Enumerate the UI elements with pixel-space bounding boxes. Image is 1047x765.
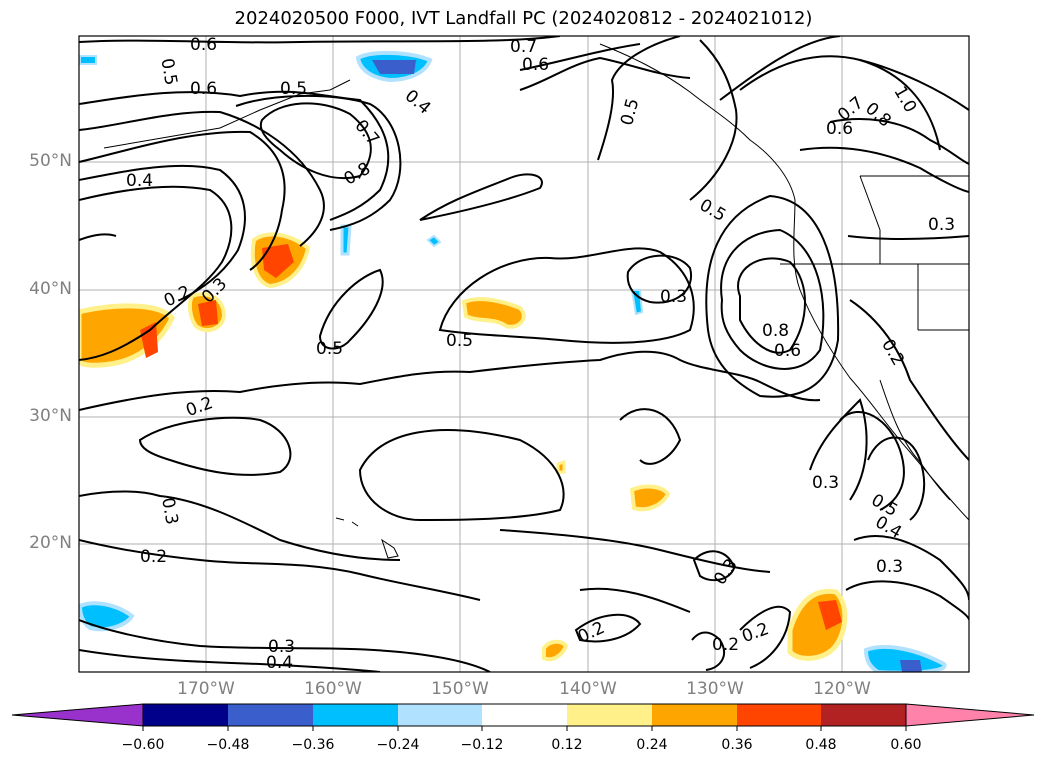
positive-patch-e: [787, 588, 848, 661]
colorbar-tick-label: −0.36: [291, 737, 335, 753]
map-frame: [78, 35, 970, 673]
contour-label: 0.2: [140, 547, 167, 567]
contour-label: 0.5: [316, 339, 343, 359]
colorbar-bin: [821, 704, 906, 726]
lon-label: 140°W: [559, 679, 617, 699]
contour-label: 0.2: [739, 619, 771, 647]
contour-label: 0.6: [826, 119, 853, 139]
lon-label: 170°W: [177, 679, 235, 699]
negative-core-north: [372, 60, 416, 74]
colorbar-tick-label: 0.12: [551, 737, 583, 753]
contour-label: 0.3: [268, 637, 295, 657]
lon-label: 120°W: [813, 679, 871, 699]
lon-label: 130°W: [686, 679, 744, 699]
contour-label: 0.3: [876, 557, 903, 577]
contour-label: 0.3: [812, 473, 839, 493]
positive-core-e: [818, 600, 842, 630]
colorbar-outline: [142, 703, 907, 727]
negative-patch-west-top: [79, 55, 97, 65]
colorbar-tick-label: −0.48: [206, 737, 250, 753]
colorbar-extend-high: [905, 703, 1035, 727]
contour-label: 0.6: [774, 341, 801, 361]
lon-label: 150°W: [431, 679, 489, 699]
contour-label: 0.4: [266, 653, 293, 673]
lat-label: 40°N: [29, 279, 72, 299]
colorbar-tick-label: 0.24: [636, 737, 668, 753]
lat-label: 50°N: [29, 151, 72, 171]
negative-patch-a: [79, 601, 135, 632]
coastlines: [103, 43, 969, 559]
positive-core-b: [262, 244, 294, 278]
colorbar-bin: [313, 704, 398, 726]
contour-label: 1.0: [889, 83, 920, 116]
contour-label: 0.3: [660, 287, 687, 307]
contour-label: 0.7: [510, 37, 537, 57]
colorbar-bin: [567, 704, 652, 726]
contour-label: 0.6: [190, 79, 217, 99]
contour-label: 0.6: [522, 55, 549, 75]
contour-labels: 0.6 0.5 0.6 0.5 0.7 0.6 0.4 0.7 0.8 0.4 …: [126, 35, 955, 673]
colorbar-tick-label: 0.60: [890, 737, 922, 753]
colorbar-bin: [143, 704, 228, 726]
negative-sliver-c: [630, 289, 644, 316]
positive-dot: [556, 459, 566, 474]
shaded-anomalies: [79, 50, 947, 672]
contour-label: 0.4: [872, 512, 905, 543]
positive-patch-d: [629, 484, 671, 512]
colorbar-bin: [737, 704, 821, 726]
contour-label: 0.5: [617, 96, 643, 127]
lon-label: 160°W: [304, 679, 362, 699]
colorbar-tick-label: 0.36: [721, 737, 753, 753]
colorbar-tick-label: −0.60: [121, 737, 165, 753]
positive-core-a: [198, 300, 218, 326]
colorbar-bin: [652, 704, 737, 726]
positive-patch-west: [79, 303, 175, 368]
contour-label: 0.5: [446, 331, 473, 351]
colorbar: [11, 703, 1035, 731]
negative-patch-b: [863, 644, 947, 672]
positive-core-west: [140, 322, 158, 358]
contour-label: 0.2: [712, 635, 739, 655]
negative-core-b: [900, 660, 922, 672]
contour-label: 0.5: [696, 195, 729, 226]
colorbar-bin: [228, 704, 313, 726]
contour-label: 0.6: [190, 35, 217, 55]
positive-patch-f: [542, 639, 569, 662]
lat-label: 30°N: [29, 406, 72, 426]
contour-label: 0.8: [762, 321, 789, 341]
contour-label: 0.5: [156, 57, 180, 87]
colorbar-extend-low: [11, 703, 144, 727]
contour-label: 0.8: [341, 159, 374, 190]
lat-label: 20°N: [29, 533, 72, 553]
negative-sliver-a: [340, 224, 352, 256]
contour-lines: [79, 36, 969, 672]
contour-label: 0.8: [861, 99, 895, 132]
contour-label: 0.4: [401, 86, 435, 119]
colorbar-tick-label: −0.12: [460, 737, 504, 753]
contour-label: 0.3: [928, 215, 955, 235]
contour-label: 0.3: [157, 496, 181, 526]
colorbar-bin: [398, 704, 482, 726]
positive-patch-c: [461, 297, 526, 329]
contour-label: 0.4: [126, 171, 153, 191]
colorbar-tick-label: 0.48: [805, 737, 837, 753]
colorbar-bin: [482, 704, 567, 726]
contour-label: 0.5: [280, 79, 307, 99]
colorbar-tick-label: −0.24: [376, 737, 420, 753]
map-title: 2024020500 F000, IVT Landfall PC (202402…: [234, 8, 813, 29]
negative-sliver-b: [426, 234, 442, 248]
contour-label: 0.7: [350, 116, 383, 150]
contour-label: 0.2: [575, 618, 608, 648]
